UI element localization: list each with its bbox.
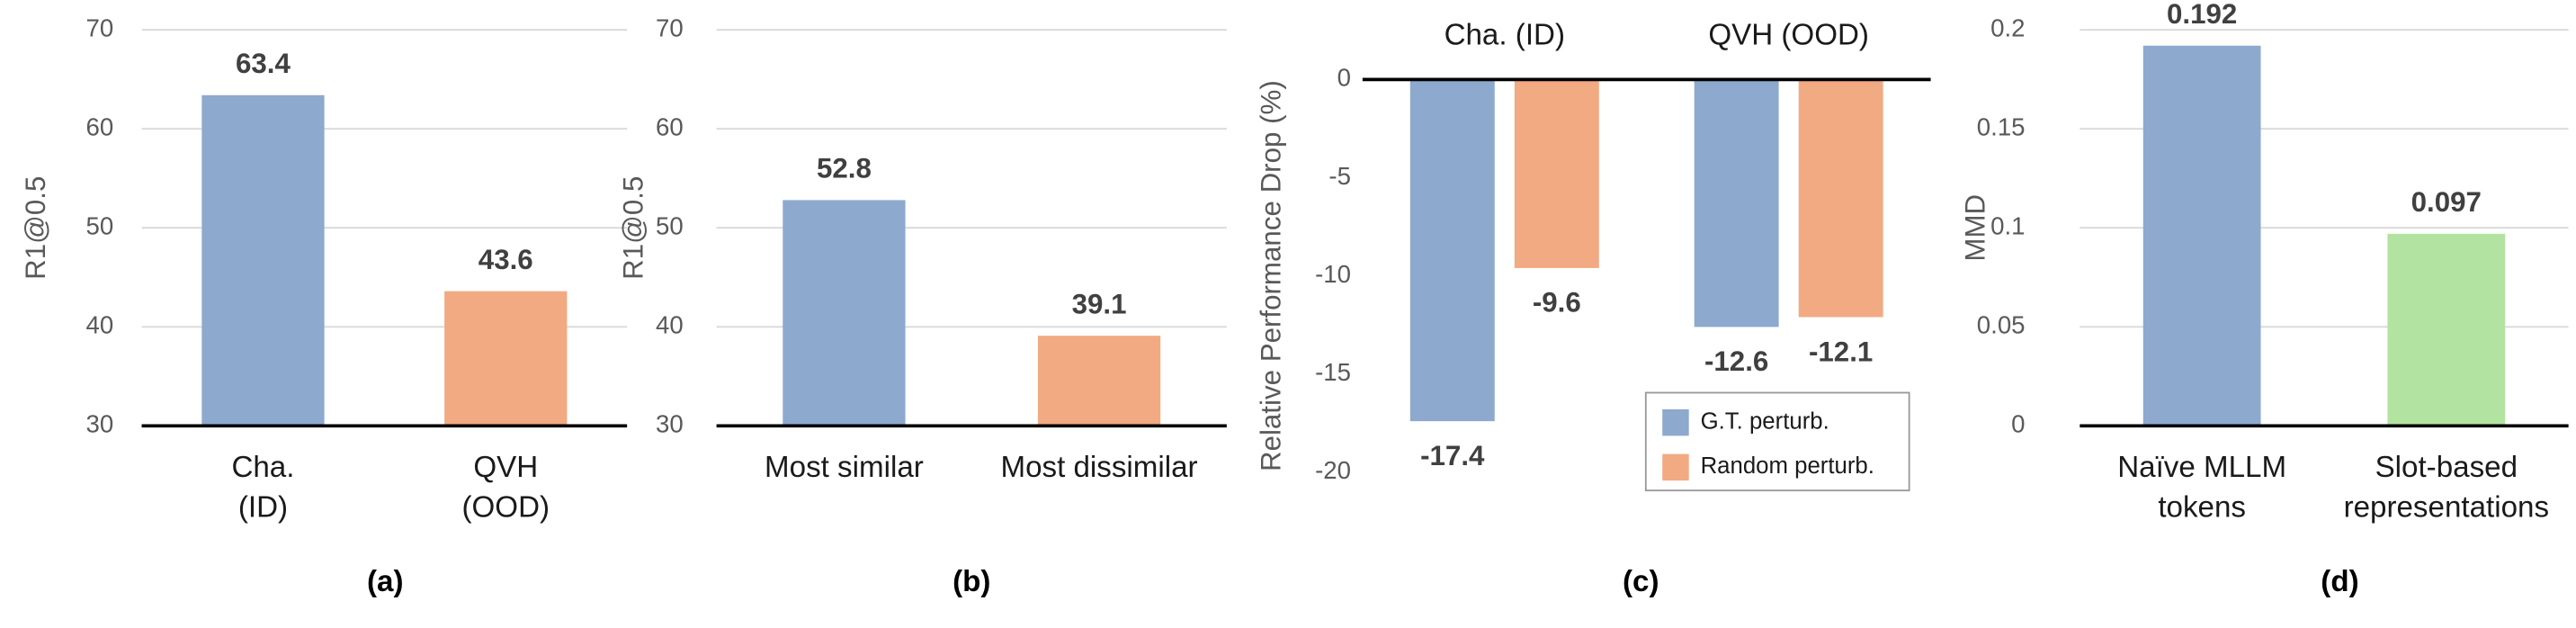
caption: (d)	[2321, 565, 2358, 598]
x-tick-label: Most dissimilar	[1000, 451, 1197, 484]
caption: (c)	[1623, 565, 1659, 598]
caption: (b)	[953, 565, 990, 598]
y-tick-label: 70	[656, 13, 684, 41]
bar	[783, 200, 906, 426]
y-tick-label: 40	[656, 311, 684, 339]
y-axis-label: MMD	[1959, 194, 1990, 262]
x-tick-label: Cha. (ID)	[1445, 18, 1565, 51]
y-tick-label: 70	[86, 13, 114, 41]
caption: (a)	[367, 565, 404, 598]
bar	[1037, 336, 1161, 426]
value-label: -9.6	[1533, 287, 1581, 318]
y-tick-label: 30	[86, 410, 114, 438]
y-tick-label: 0.05	[1977, 311, 2026, 339]
bar	[1798, 79, 1883, 318]
value-label: -12.1	[1809, 336, 1873, 367]
bar	[1514, 79, 1599, 268]
y-tick-label: 0.2	[1990, 13, 2025, 41]
y-tick-label: -5	[1328, 162, 1351, 190]
bar	[2387, 233, 2506, 426]
value-label: 0.097	[2411, 186, 2482, 218]
value-label: 63.4	[236, 48, 291, 79]
value-label: 39.1	[1072, 288, 1127, 319]
y-axis-label: R1@0.5	[618, 176, 649, 280]
y-tick-label: 30	[656, 410, 684, 438]
x-tick-label: QVH (OOD)	[461, 451, 550, 524]
bar	[1409, 79, 1495, 422]
legend-label: G.T. perturb.	[1701, 408, 1829, 434]
y-axis-label: R1@0.5	[20, 176, 51, 280]
bar	[2142, 45, 2261, 426]
y-tick-label: 60	[86, 112, 114, 140]
value-label: -12.6	[1704, 345, 1768, 377]
legend-label: Random perturb.	[1701, 453, 1874, 479]
x-tick-label: Most similar	[765, 451, 924, 484]
x-tick-label: QVH (OOD)	[1708, 18, 1869, 51]
y-tick-label: -15	[1315, 358, 1351, 386]
y-tick-label: -20	[1315, 456, 1351, 484]
value-label: -17.4	[1420, 440, 1485, 471]
y-tick-label: 50	[86, 212, 114, 240]
bar	[444, 291, 568, 426]
bar	[201, 94, 325, 426]
legend-swatch	[1662, 408, 1689, 436]
y-tick-label: 0.1	[1990, 212, 2025, 240]
legend-swatch	[1662, 453, 1689, 481]
legend-box	[1644, 391, 1910, 492]
y-axis-label: Relative Performance Drop (%)	[1256, 80, 1287, 471]
value-label: 0.192	[2167, 0, 2237, 30]
x-tick-label: Naïve MLLM tokens	[2117, 451, 2286, 524]
value-label: 43.6	[479, 244, 533, 275]
x-tick-label: Slot-based representations	[2344, 451, 2549, 524]
y-tick-label: 60	[656, 112, 684, 140]
y-tick-label: 40	[86, 311, 114, 339]
y-tick-label: 50	[656, 212, 684, 240]
y-tick-label: 0	[1337, 64, 1351, 92]
value-label: 52.8	[817, 153, 872, 184]
y-tick-label: -10	[1315, 260, 1351, 288]
y-tick-label: 0.15	[1977, 112, 2026, 140]
bar	[1694, 79, 1779, 327]
y-tick-label: 0	[2011, 410, 2025, 438]
x-tick-label: Cha. (ID)	[231, 451, 294, 524]
